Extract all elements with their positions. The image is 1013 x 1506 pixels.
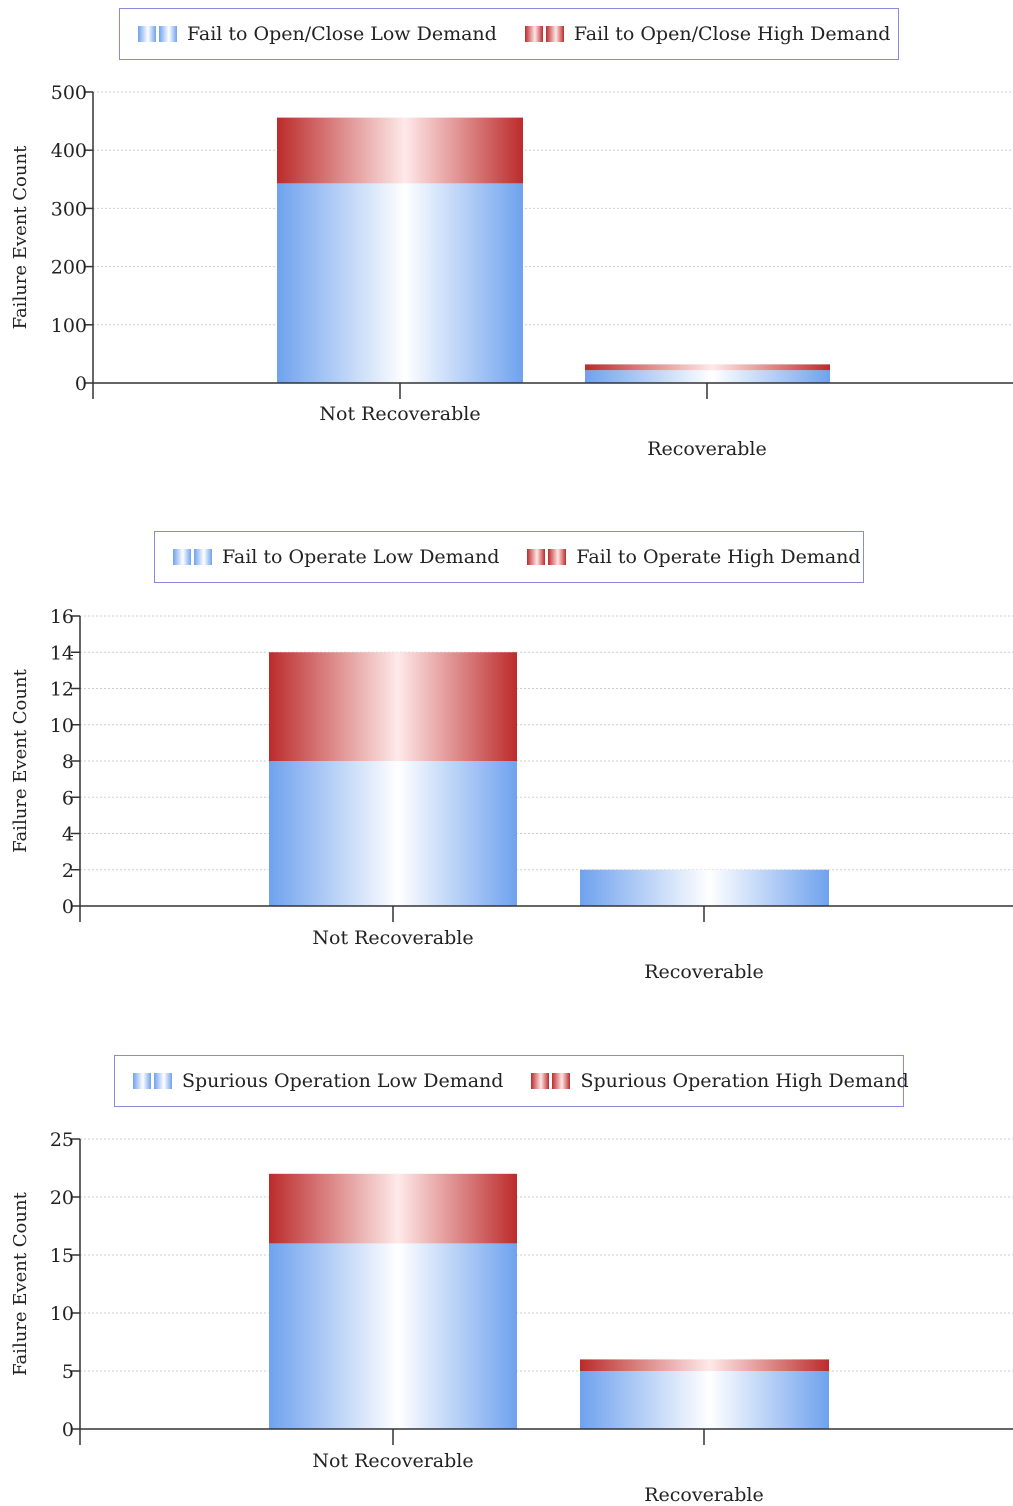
y-tick-label: 200 xyxy=(51,257,87,279)
y-axis-title: Failure Event Count xyxy=(10,145,31,329)
y-tick-label: 10 xyxy=(50,1303,74,1325)
legend-swatch-red-icon xyxy=(531,1073,571,1089)
x-tick-label: Not Recoverable xyxy=(312,1450,473,1472)
bar-high-0 xyxy=(277,117,523,184)
y-tick-label: 300 xyxy=(51,198,87,220)
y-tick-label: 16 xyxy=(50,606,74,628)
chart-panel-2: Fail to Operate Low Demand Fail to Opera… xyxy=(10,531,1013,983)
x-tick-label: Not Recoverable xyxy=(312,927,473,949)
bar-high-1 xyxy=(585,364,830,371)
legend-swatch-red-icon xyxy=(524,26,564,42)
legend-item-high: Fail to Open/Close High Demand xyxy=(524,23,891,45)
x-tick-label: Recoverable xyxy=(647,438,767,460)
y-tick-label: 5 xyxy=(62,1361,74,1383)
y-axis-title: Failure Event Count xyxy=(10,668,31,852)
chart-legend: Fail to Operate Low Demand Fail to Opera… xyxy=(154,531,864,583)
legend-label: Fail to Open/Close High Demand xyxy=(573,23,891,45)
y-tick-label: 15 xyxy=(50,1245,74,1267)
chart-plot: 0 100 200 300 400 500 Not Recoverable Recoverab… xyxy=(10,82,1013,460)
legend-item-low: Fail to Open/Close Low Demand xyxy=(138,23,497,45)
bar-high-0 xyxy=(269,652,517,761)
bar-low-0 xyxy=(269,1243,517,1429)
chart-legend: Spurious Operation Low Demand Spurious O… xyxy=(114,1055,909,1107)
y-tick-label: 6 xyxy=(62,787,74,809)
x-tick-label: Recoverable xyxy=(644,961,764,983)
legend-swatch-blue-icon xyxy=(173,549,212,565)
legend-label: Fail to Open/Close Low Demand xyxy=(187,23,497,45)
y-tick-label: 25 xyxy=(50,1129,74,1151)
legend-swatch-blue-icon xyxy=(138,26,177,42)
bar-high-1 xyxy=(580,1359,829,1371)
y-tick-label: 400 xyxy=(51,140,87,162)
x-tick-label: Recoverable xyxy=(644,1484,764,1506)
legend-swatch-blue-icon xyxy=(133,1073,172,1089)
chart-legend: Fail to Open/Close Low Demand Fail to Op… xyxy=(119,8,899,60)
y-tick-label: 0 xyxy=(62,1419,74,1441)
bar-high-0 xyxy=(269,1173,517,1244)
bar-low-0 xyxy=(277,183,523,383)
legend-item-high: Spurious Operation High Demand xyxy=(531,1070,909,1092)
y-tick-label: 100 xyxy=(51,315,87,337)
legend-label: Fail to Operate Low Demand xyxy=(222,546,500,568)
bar-low-1 xyxy=(580,869,829,906)
legend-item-high: Fail to Operate High Demand xyxy=(527,546,861,568)
bar-low-0 xyxy=(269,761,517,906)
y-tick-label: 8 xyxy=(62,751,74,773)
y-tick-label: 0 xyxy=(62,896,74,918)
chart-panel-1: Fail to Open/Close Low Demand Fail to Op… xyxy=(0,0,1013,470)
y-tick-label: 2 xyxy=(62,860,74,882)
x-tick-label: Not Recoverable xyxy=(319,403,480,425)
y-tick-label: 12 xyxy=(50,679,74,701)
y-tick-label: 20 xyxy=(50,1187,74,1209)
legend-label: Spurious Operation High Demand xyxy=(580,1070,909,1092)
legend-item-low: Fail to Operate Low Demand xyxy=(173,546,499,568)
bar-low-1 xyxy=(585,370,830,383)
y-tick-label: 4 xyxy=(62,824,74,846)
legend-swatch-red-icon xyxy=(527,549,567,565)
legend-item-low: Spurious Operation Low Demand xyxy=(133,1070,503,1092)
y-tick-label: 14 xyxy=(50,642,74,664)
y-axis-title: Failure Event Count xyxy=(10,1191,31,1375)
legend-label: Fail to Operate High Demand xyxy=(576,546,861,568)
y-tick-label: 500 xyxy=(51,82,87,104)
legend-label: Spurious Operation Low Demand xyxy=(182,1070,504,1092)
y-tick-label: 10 xyxy=(50,715,74,737)
y-tick-label: 0 xyxy=(75,373,87,395)
chart-plot: 0 2 4 6 8 10 12 14 16 Not Recoverable Recoverable F… xyxy=(10,606,1013,983)
bar-low-1 xyxy=(580,1371,829,1429)
